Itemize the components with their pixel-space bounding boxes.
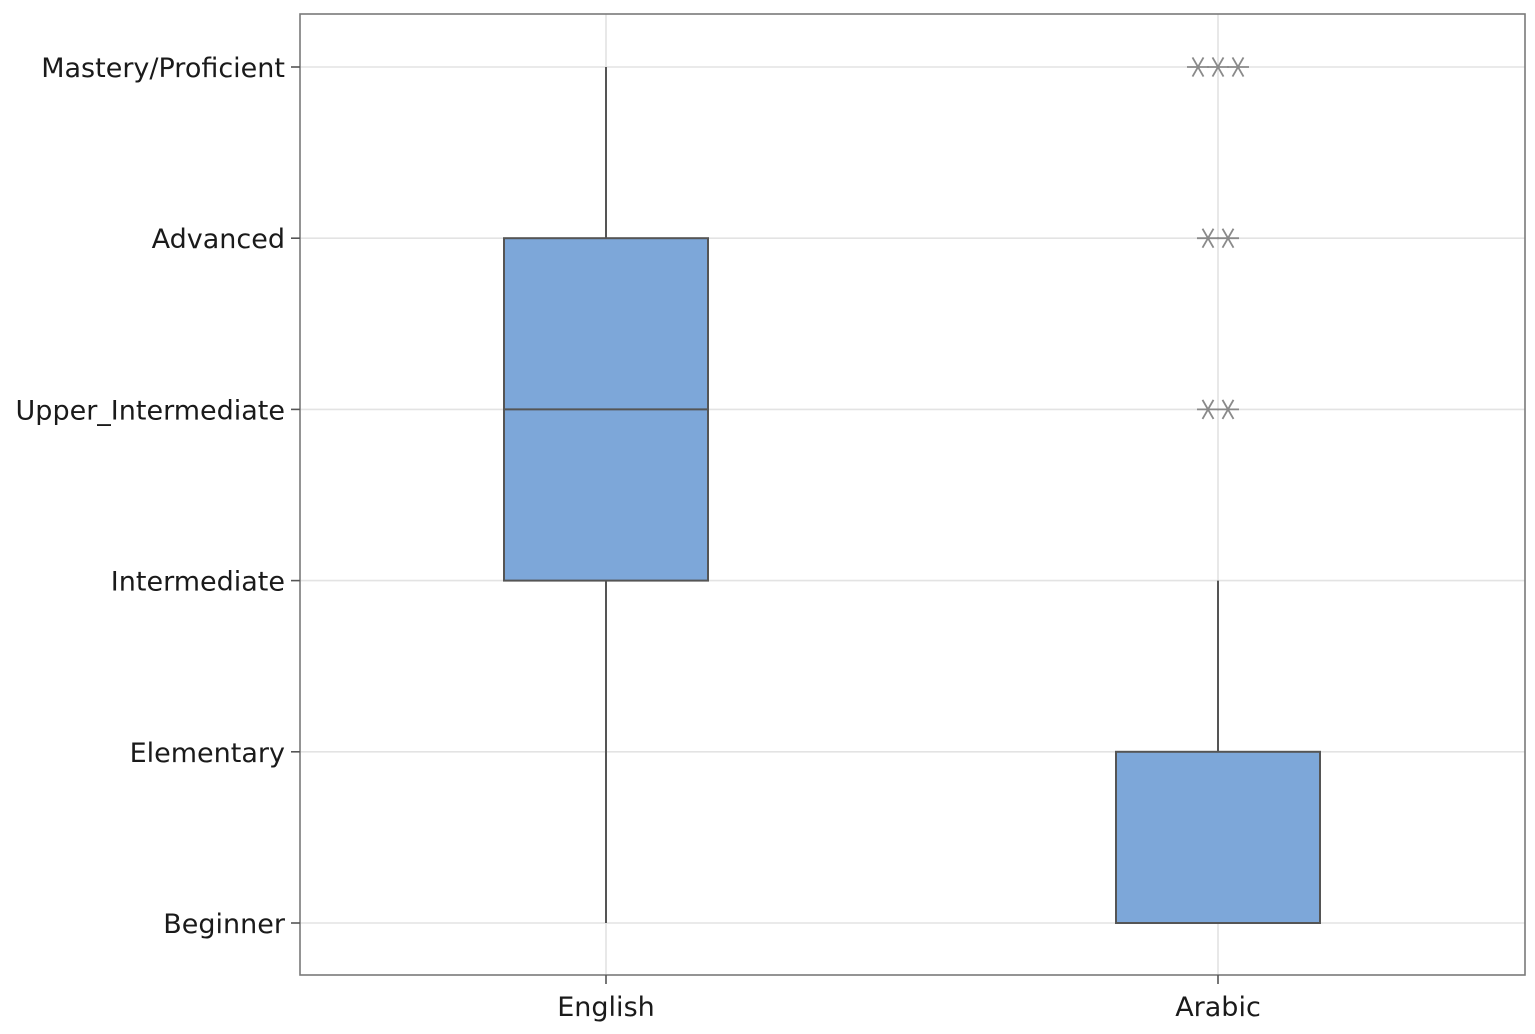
box-group-arabic: [1115, 580, 1321, 924]
x-tick-label: English: [557, 992, 655, 1023]
box-group-english: [503, 67, 709, 923]
y-axis: Beginner Elementary Intermediate Upper_Inte…: [16, 53, 300, 940]
y-tick-label: Elementary: [130, 738, 285, 769]
outlier-marker: [1217, 399, 1239, 420]
outliers: [1187, 57, 1249, 420]
y-tick-label: Beginner: [163, 909, 286, 940]
boxes: [503, 67, 1321, 924]
outlier-marker: [1197, 228, 1219, 249]
outlier-marker: [1227, 57, 1249, 77]
gridlines: [300, 14, 1525, 975]
y-tick-label: Intermediate: [111, 567, 285, 598]
outlier-marker: [1197, 399, 1219, 420]
iqr-box: [1115, 750, 1321, 924]
x-axis: English Arabic: [557, 975, 1261, 1023]
y-tick-label: Upper_Intermediate: [16, 395, 285, 426]
y-tick-label: Mastery/Proficient: [41, 53, 285, 84]
plot-frame: [299, 13, 1526, 976]
y-tick-label: Advanced: [152, 224, 285, 255]
outlier-marker: [1217, 228, 1239, 249]
outlier-marker: [1187, 57, 1209, 77]
outlier-marker: [1207, 57, 1229, 77]
x-tick-label: Arabic: [1175, 992, 1261, 1023]
